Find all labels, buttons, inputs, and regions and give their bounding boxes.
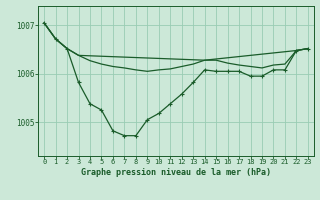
X-axis label: Graphe pression niveau de la mer (hPa): Graphe pression niveau de la mer (hPa): [81, 168, 271, 177]
